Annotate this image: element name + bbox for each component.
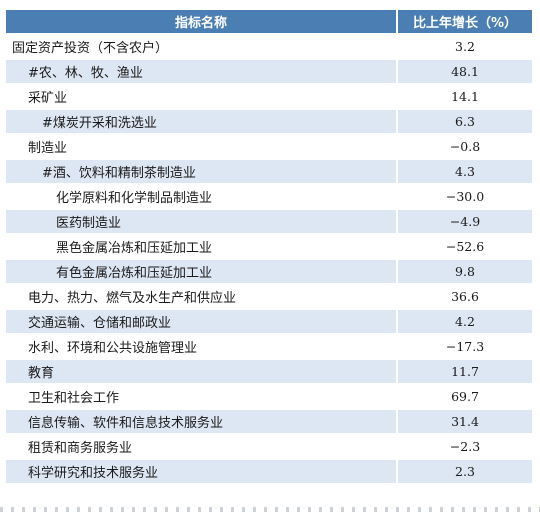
growth-rate-cell: 69.7 xyxy=(398,385,532,408)
growth-rate-cell: −30.0 xyxy=(398,185,532,208)
indicator-name-cell: 化学原料和化学制品制造业 xyxy=(6,185,398,208)
growth-rate-cell: 4.2 xyxy=(398,310,532,333)
indicator-name-cell: 制造业 xyxy=(6,135,398,158)
cropped-text-strip xyxy=(0,507,540,512)
table-row: #农、林、牧、渔业 48.1 xyxy=(6,60,532,83)
investment-growth-table: 指标名称 比上年增长（%） 固定资产投资（不含农户） 3.2 #农、林、牧、渔业 48… xyxy=(6,8,532,485)
growth-rate-cell: 31.4 xyxy=(398,410,532,433)
growth-rate-cell: 6.3 xyxy=(398,110,532,133)
table-body: 固定资产投资（不含农户） 3.2 #农、林、牧、渔业 48.1 采矿业 14.1 #煤炭开采… xyxy=(6,35,532,483)
table-row: #煤炭开采和洗选业 6.3 xyxy=(6,110,532,133)
indicator-name-cell: 科学研究和技术服务业 xyxy=(6,460,398,483)
table-row: 卫生和社会工作 69.7 xyxy=(6,385,532,408)
header-growth-rate: 比上年增长（%） xyxy=(398,10,532,33)
indicator-name-cell: 电力、热力、燃气及水生产和供应业 xyxy=(6,285,398,308)
table-row: 电力、热力、燃气及水生产和供应业 36.6 xyxy=(6,285,532,308)
table-row: 医药制造业 −4.9 xyxy=(6,210,532,233)
table-row: #酒、饮料和精制茶制造业 4.3 xyxy=(6,160,532,183)
growth-rate-cell: 4.3 xyxy=(398,160,532,183)
indicator-name-cell: 固定资产投资（不含农户） xyxy=(6,35,398,58)
table-row: 化学原料和化学制品制造业 −30.0 xyxy=(6,185,532,208)
table-row: 采矿业 14.1 xyxy=(6,85,532,108)
indicator-name-cell: 水利、环境和公共设施管理业 xyxy=(6,335,398,358)
growth-rate-cell: −2.3 xyxy=(398,435,532,458)
table-row: 有色金属冶炼和压延加工业 9.8 xyxy=(6,260,532,283)
growth-rate-cell: −4.9 xyxy=(398,210,532,233)
indicator-name-cell: 教育 xyxy=(6,360,398,383)
indicator-name-cell: 卫生和社会工作 xyxy=(6,385,398,408)
growth-rate-cell: 2.3 xyxy=(398,460,532,483)
indicator-name-cell: 黑色金属冶炼和压延加工业 xyxy=(6,235,398,258)
growth-rate-cell: 9.8 xyxy=(398,260,532,283)
indicator-name-cell: #煤炭开采和洗选业 xyxy=(6,110,398,133)
indicator-name-cell: 有色金属冶炼和压延加工业 xyxy=(6,260,398,283)
growth-rate-cell: 36.6 xyxy=(398,285,532,308)
growth-rate-cell: 11.7 xyxy=(398,360,532,383)
indicator-name-cell: 信息传输、软件和信息技术服务业 xyxy=(6,410,398,433)
table-row: 水利、环境和公共设施管理业 −17.3 xyxy=(6,335,532,358)
indicator-name-cell: #酒、饮料和精制茶制造业 xyxy=(6,160,398,183)
indicator-name-cell: 租赁和商务服务业 xyxy=(6,435,398,458)
table-row: 制造业 −0.8 xyxy=(6,135,532,158)
table-row: 交通运输、仓储和邮政业 4.2 xyxy=(6,310,532,333)
growth-rate-cell: 14.1 xyxy=(398,85,532,108)
indicator-name-cell: 医药制造业 xyxy=(6,210,398,233)
indicator-name-cell: #农、林、牧、渔业 xyxy=(6,60,398,83)
indicator-name-cell: 采矿业 xyxy=(6,85,398,108)
growth-rate-cell: −52.6 xyxy=(398,235,532,258)
table-row: 固定资产投资（不含农户） 3.2 xyxy=(6,35,532,58)
growth-rate-cell: 48.1 xyxy=(398,60,532,83)
indicator-name-cell: 交通运输、仓储和邮政业 xyxy=(6,310,398,333)
growth-rate-cell: −0.8 xyxy=(398,135,532,158)
header-indicator-name: 指标名称 xyxy=(6,10,398,33)
table-row: 信息传输、软件和信息技术服务业 31.4 xyxy=(6,410,532,433)
table-row: 黑色金属冶炼和压延加工业 −52.6 xyxy=(6,235,532,258)
table-header-row: 指标名称 比上年增长（%） xyxy=(6,10,532,33)
table-row: 租赁和商务服务业 −2.3 xyxy=(6,435,532,458)
table-row: 科学研究和技术服务业 2.3 xyxy=(6,460,532,483)
growth-rate-cell: 3.2 xyxy=(398,35,532,58)
growth-rate-cell: −17.3 xyxy=(398,335,532,358)
table-row: 教育 11.7 xyxy=(6,360,532,383)
